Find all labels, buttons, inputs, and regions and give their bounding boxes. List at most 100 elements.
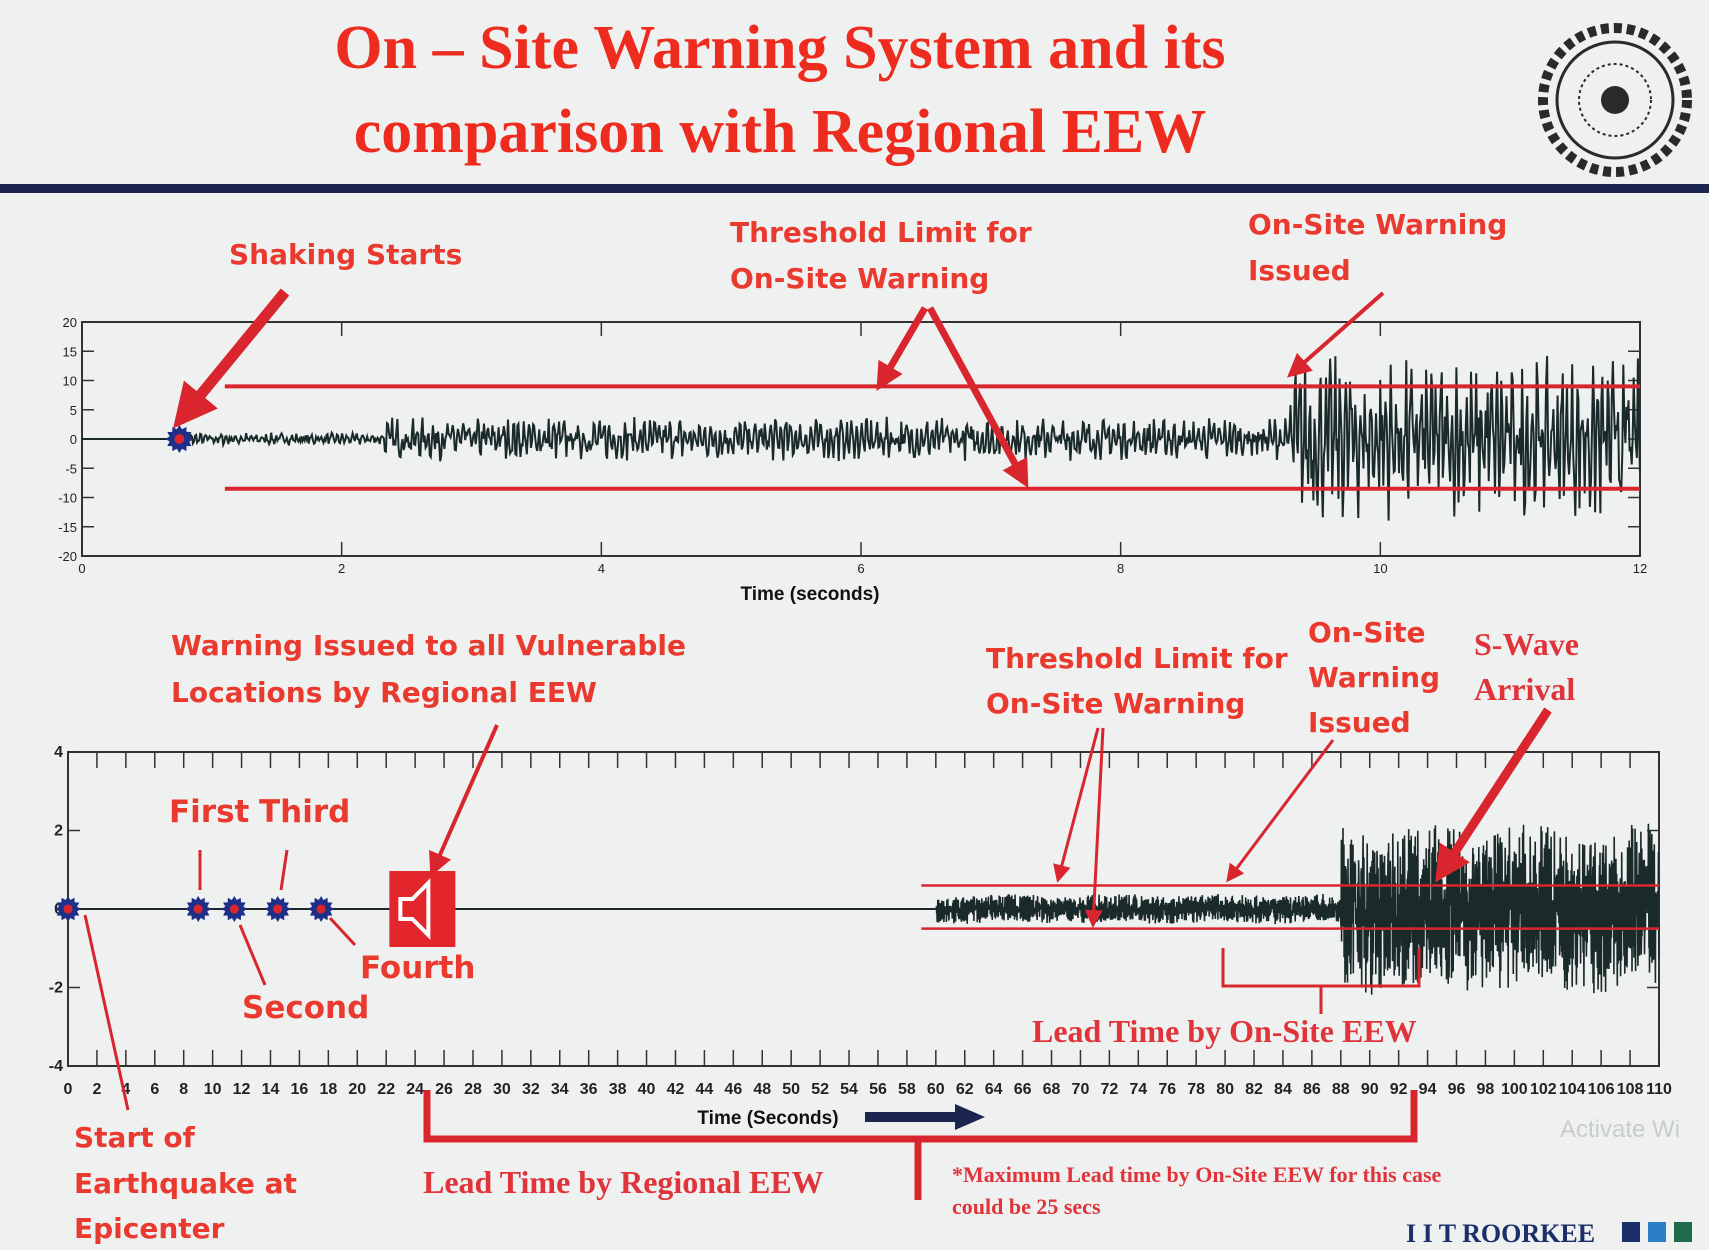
x-tick-label: 0 <box>78 561 85 576</box>
label-shaking-starts: Shaking Starts <box>229 238 462 271</box>
station-marker-center <box>193 904 203 914</box>
label-lead-onsite: Lead Time by On-Site EEW <box>1032 1013 1417 1049</box>
x-tick-label: 10 <box>1373 561 1387 576</box>
x-tick-label: 4 <box>121 1081 130 1098</box>
y-tick-label: 15 <box>63 344 77 359</box>
label-regional-2: Locations by Regional EEW <box>171 676 597 709</box>
x-tick-label: 16 <box>291 1081 309 1098</box>
iit-logo <box>1538 23 1692 177</box>
x-tick-label: 110 <box>1646 1081 1672 1098</box>
x-tick-label: 70 <box>1072 1081 1090 1098</box>
x-tick-label: 72 <box>1100 1081 1118 1098</box>
x-tick-label: 6 <box>857 561 864 576</box>
x-tick-label: 44 <box>696 1081 714 1098</box>
y-tick-label: 5 <box>70 403 77 418</box>
y-tick-label: 20 <box>63 315 77 330</box>
label-threshold-top-1: Threshold Limit for <box>730 216 1032 249</box>
x-tick-label: 58 <box>898 1081 916 1098</box>
x-axis-label: Time (Seconds) <box>697 1108 838 1129</box>
arrow-shaking-starts <box>173 288 290 429</box>
station-marker-center <box>316 904 326 914</box>
x-tick-label: 28 <box>464 1081 482 1098</box>
x-tick-label: 12 <box>233 1081 251 1098</box>
time-arrow-icon <box>865 1104 985 1130</box>
x-tick-label: 68 <box>1043 1081 1061 1098</box>
x-tick-label: 12 <box>1633 561 1647 576</box>
x-tick-label: 56 <box>869 1081 887 1098</box>
label-lead-regional: Lead Time by Regional EEW <box>423 1164 824 1200</box>
label-start-3: Epicenter <box>74 1212 225 1245</box>
x-tick-label: 84 <box>1274 1081 1292 1098</box>
station-marker-center <box>273 904 283 914</box>
x-tick-label: 32 <box>522 1081 540 1098</box>
x-tick-label: 78 <box>1187 1081 1205 1098</box>
x-tick-label: 76 <box>1158 1081 1176 1098</box>
arrow-start <box>83 914 130 1111</box>
label-second: Second <box>242 990 369 1026</box>
waveform-line <box>178 355 1641 521</box>
x-tick-label: 36 <box>580 1081 598 1098</box>
x-tick-label: 64 <box>985 1081 1003 1098</box>
x-tick-label: 54 <box>840 1081 858 1098</box>
brand-square-2 <box>1648 1222 1666 1242</box>
x-tick-label: 22 <box>377 1081 395 1098</box>
title-line-1: On – Site Warning System and its <box>334 14 1225 82</box>
y-tick-label: -20 <box>58 549 77 564</box>
bottom-chart: 0 2 4 6 8 10 12 14 16 18 20 22 24 26 28 30 32 34 36 38 40 42 4… <box>49 744 1672 1129</box>
x-tick-label: 80 <box>1216 1081 1234 1098</box>
x-tick-label: 0 <box>64 1081 73 1098</box>
label-threshold-bottom-2: On-Site Warning <box>986 687 1245 720</box>
arrow-second <box>238 924 267 986</box>
title-rule <box>0 184 1709 193</box>
brand-name: I I T ROORKEE <box>1406 1219 1595 1248</box>
arrow-regional-warning <box>429 724 499 877</box>
y-tick-label: 2 <box>54 823 63 840</box>
x-tick-label: 88 <box>1332 1081 1350 1098</box>
label-first: First <box>169 794 250 830</box>
title-line-2: comparison with Regional EEW <box>354 98 1207 166</box>
x-tick-label: 66 <box>1014 1081 1032 1098</box>
x-tick-label: 8 <box>1117 561 1124 576</box>
x-tick-label: 50 <box>782 1081 800 1098</box>
arrow-swave <box>1435 707 1552 883</box>
label-fourth: Fourth <box>360 950 475 986</box>
x-tick-label: 40 <box>638 1081 656 1098</box>
y-tick-label: 4 <box>54 744 63 761</box>
x-tick-label: 8 <box>179 1081 188 1098</box>
y-tick-label: -15 <box>58 520 77 535</box>
x-tick-label: 106 <box>1588 1081 1615 1098</box>
arrow-third <box>279 849 289 891</box>
x-tick-label: 26 <box>435 1081 453 1098</box>
speaker-glyph <box>398 878 431 940</box>
x-tick-label: 74 <box>1129 1081 1147 1098</box>
x-tick-label: 42 <box>667 1081 685 1098</box>
x-tick-label: 98 <box>1477 1081 1495 1098</box>
x-tick-label: 38 <box>609 1081 627 1098</box>
x-tick-label: 34 <box>551 1081 569 1098</box>
watermark: Activate Wi <box>1560 1116 1680 1143</box>
x-tick-label: 60 <box>927 1081 945 1098</box>
x-tick-label: 90 <box>1361 1081 1379 1098</box>
arrow-threshold-bottom-upper <box>1053 727 1100 883</box>
y-tick-label: -2 <box>49 980 63 997</box>
x-tick-label: 62 <box>956 1081 974 1098</box>
label-warning-top-2: Issued <box>1248 254 1351 287</box>
x-tick-label: 24 <box>406 1081 424 1098</box>
station-marker-center <box>63 904 73 914</box>
label-onsite-3: Issued <box>1308 706 1411 739</box>
x-tick-label: 4 <box>598 561 605 576</box>
top-chart: 0 2 4 6 8 10 12 20 15 10 5 0 -5 -10 -15 -20 Time (second… <box>58 315 1647 605</box>
y-tick-label: -5 <box>65 461 77 476</box>
x-tick-label: 52 <box>811 1081 829 1098</box>
shaking-start-marker-center <box>174 434 185 444</box>
x-tick-label: 102 <box>1530 1081 1557 1098</box>
footnote-2: could be 25 secs <box>952 1194 1101 1219</box>
arrow-threshold-bottom-lower <box>1084 727 1105 928</box>
x-tick-label: 82 <box>1245 1081 1263 1098</box>
x-tick-label: 20 <box>348 1081 366 1098</box>
bracket-lead-onsite <box>1221 948 1421 1014</box>
x-tick-label: 14 <box>262 1081 280 1098</box>
label-swave-1: S-Wave <box>1474 626 1579 662</box>
label-regional-1: Warning Issued to all Vulnerable <box>171 629 686 662</box>
